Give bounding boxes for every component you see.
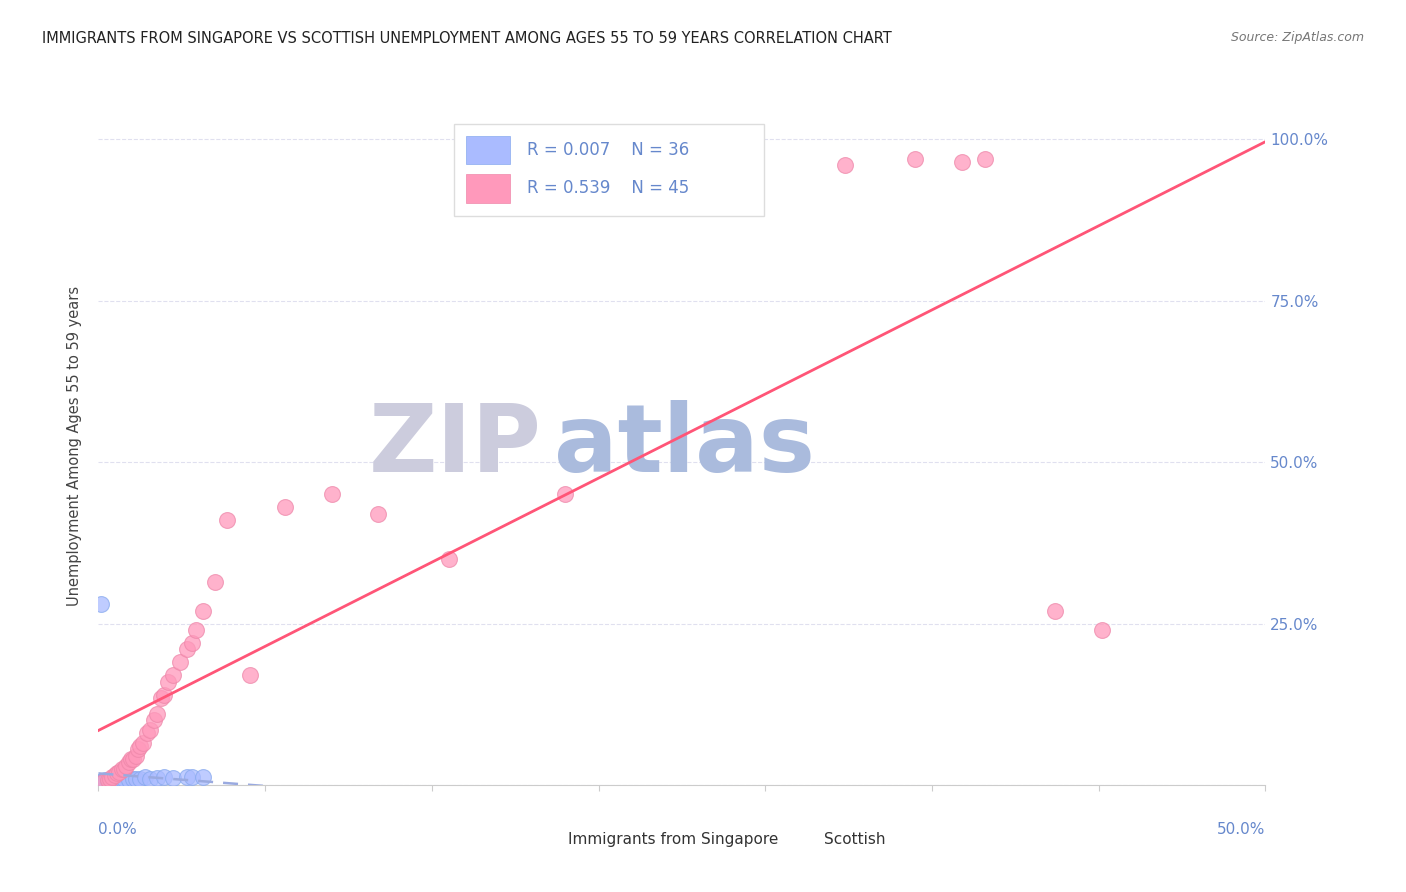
Point xyxy=(239,668,262,682)
Point xyxy=(105,766,128,780)
Point xyxy=(90,774,112,789)
Point xyxy=(112,772,135,786)
Point xyxy=(180,770,202,784)
Point xyxy=(129,739,152,754)
Point xyxy=(101,770,124,784)
Point xyxy=(97,772,120,787)
Point xyxy=(90,597,112,611)
Point xyxy=(671,152,693,166)
Point xyxy=(904,152,927,166)
Point xyxy=(89,776,111,790)
Point xyxy=(101,773,124,788)
Point xyxy=(162,668,184,682)
Point xyxy=(105,772,128,786)
FancyBboxPatch shape xyxy=(465,174,510,202)
Point xyxy=(90,777,112,791)
Point xyxy=(91,775,114,789)
Point xyxy=(152,688,174,702)
Point xyxy=(136,726,159,740)
Point xyxy=(193,770,215,784)
Text: ZIP: ZIP xyxy=(368,400,541,492)
Point xyxy=(215,513,238,527)
Point xyxy=(127,742,149,756)
Point xyxy=(146,706,169,721)
Point xyxy=(274,500,297,515)
Point xyxy=(1091,623,1114,637)
Point xyxy=(125,748,148,763)
Point xyxy=(104,768,127,782)
Point xyxy=(89,777,111,791)
Point xyxy=(111,762,134,776)
Text: R = 0.007    N = 36: R = 0.007 N = 36 xyxy=(527,141,689,159)
Point xyxy=(111,772,134,786)
Point xyxy=(98,772,121,787)
Point xyxy=(89,776,111,790)
Text: atlas: atlas xyxy=(554,400,814,492)
Point xyxy=(122,772,145,786)
Point xyxy=(437,552,460,566)
Point xyxy=(89,775,111,789)
Point xyxy=(1045,604,1067,618)
Point xyxy=(139,723,162,737)
Point xyxy=(90,775,112,789)
Text: Immigrants from Singapore: Immigrants from Singapore xyxy=(568,831,778,847)
Point xyxy=(108,765,131,780)
Point xyxy=(134,770,156,784)
Point xyxy=(97,774,120,789)
Point xyxy=(90,775,112,789)
Point xyxy=(152,770,174,784)
Point xyxy=(94,773,117,788)
Point xyxy=(98,772,121,786)
Point xyxy=(91,774,114,789)
Y-axis label: Unemployment Among Ages 55 to 59 years: Unemployment Among Ages 55 to 59 years xyxy=(67,286,83,606)
Point xyxy=(146,771,169,785)
FancyBboxPatch shape xyxy=(775,830,810,848)
Point xyxy=(90,774,112,789)
Point xyxy=(108,772,131,787)
Point xyxy=(180,636,202,650)
Point xyxy=(367,507,389,521)
Point xyxy=(176,642,198,657)
Point xyxy=(98,774,121,789)
Point xyxy=(150,690,173,705)
Point xyxy=(115,758,138,772)
Point xyxy=(193,604,215,618)
Point xyxy=(950,155,973,169)
Point xyxy=(120,752,142,766)
Point xyxy=(321,487,343,501)
FancyBboxPatch shape xyxy=(465,136,510,164)
Text: Scottish: Scottish xyxy=(824,831,886,847)
Text: R = 0.539    N = 45: R = 0.539 N = 45 xyxy=(527,179,689,197)
Point xyxy=(104,772,127,787)
FancyBboxPatch shape xyxy=(519,830,554,848)
Point xyxy=(139,772,162,786)
Point xyxy=(169,655,191,669)
Text: IMMIGRANTS FROM SINGAPORE VS SCOTTISH UNEMPLOYMENT AMONG AGES 55 TO 59 YEARS COR: IMMIGRANTS FROM SINGAPORE VS SCOTTISH UN… xyxy=(42,31,891,46)
Point xyxy=(176,770,198,784)
Point xyxy=(143,714,166,728)
Point xyxy=(118,756,141,770)
Text: Source: ZipAtlas.com: Source: ZipAtlas.com xyxy=(1230,31,1364,45)
Text: 0.0%: 0.0% xyxy=(98,822,138,838)
Point xyxy=(974,152,997,166)
Point xyxy=(186,623,208,637)
Point xyxy=(554,487,576,501)
Point xyxy=(162,771,184,785)
Text: 50.0%: 50.0% xyxy=(1218,822,1265,838)
Point xyxy=(125,772,148,786)
Point xyxy=(122,752,145,766)
Point xyxy=(118,772,141,787)
Point xyxy=(94,774,117,789)
Point xyxy=(112,762,135,776)
Point xyxy=(90,776,112,790)
Point xyxy=(91,774,114,789)
Point xyxy=(129,772,152,786)
Point xyxy=(204,574,226,589)
FancyBboxPatch shape xyxy=(454,124,763,216)
Point xyxy=(132,736,155,750)
Point xyxy=(157,674,180,689)
Point xyxy=(834,158,856,172)
